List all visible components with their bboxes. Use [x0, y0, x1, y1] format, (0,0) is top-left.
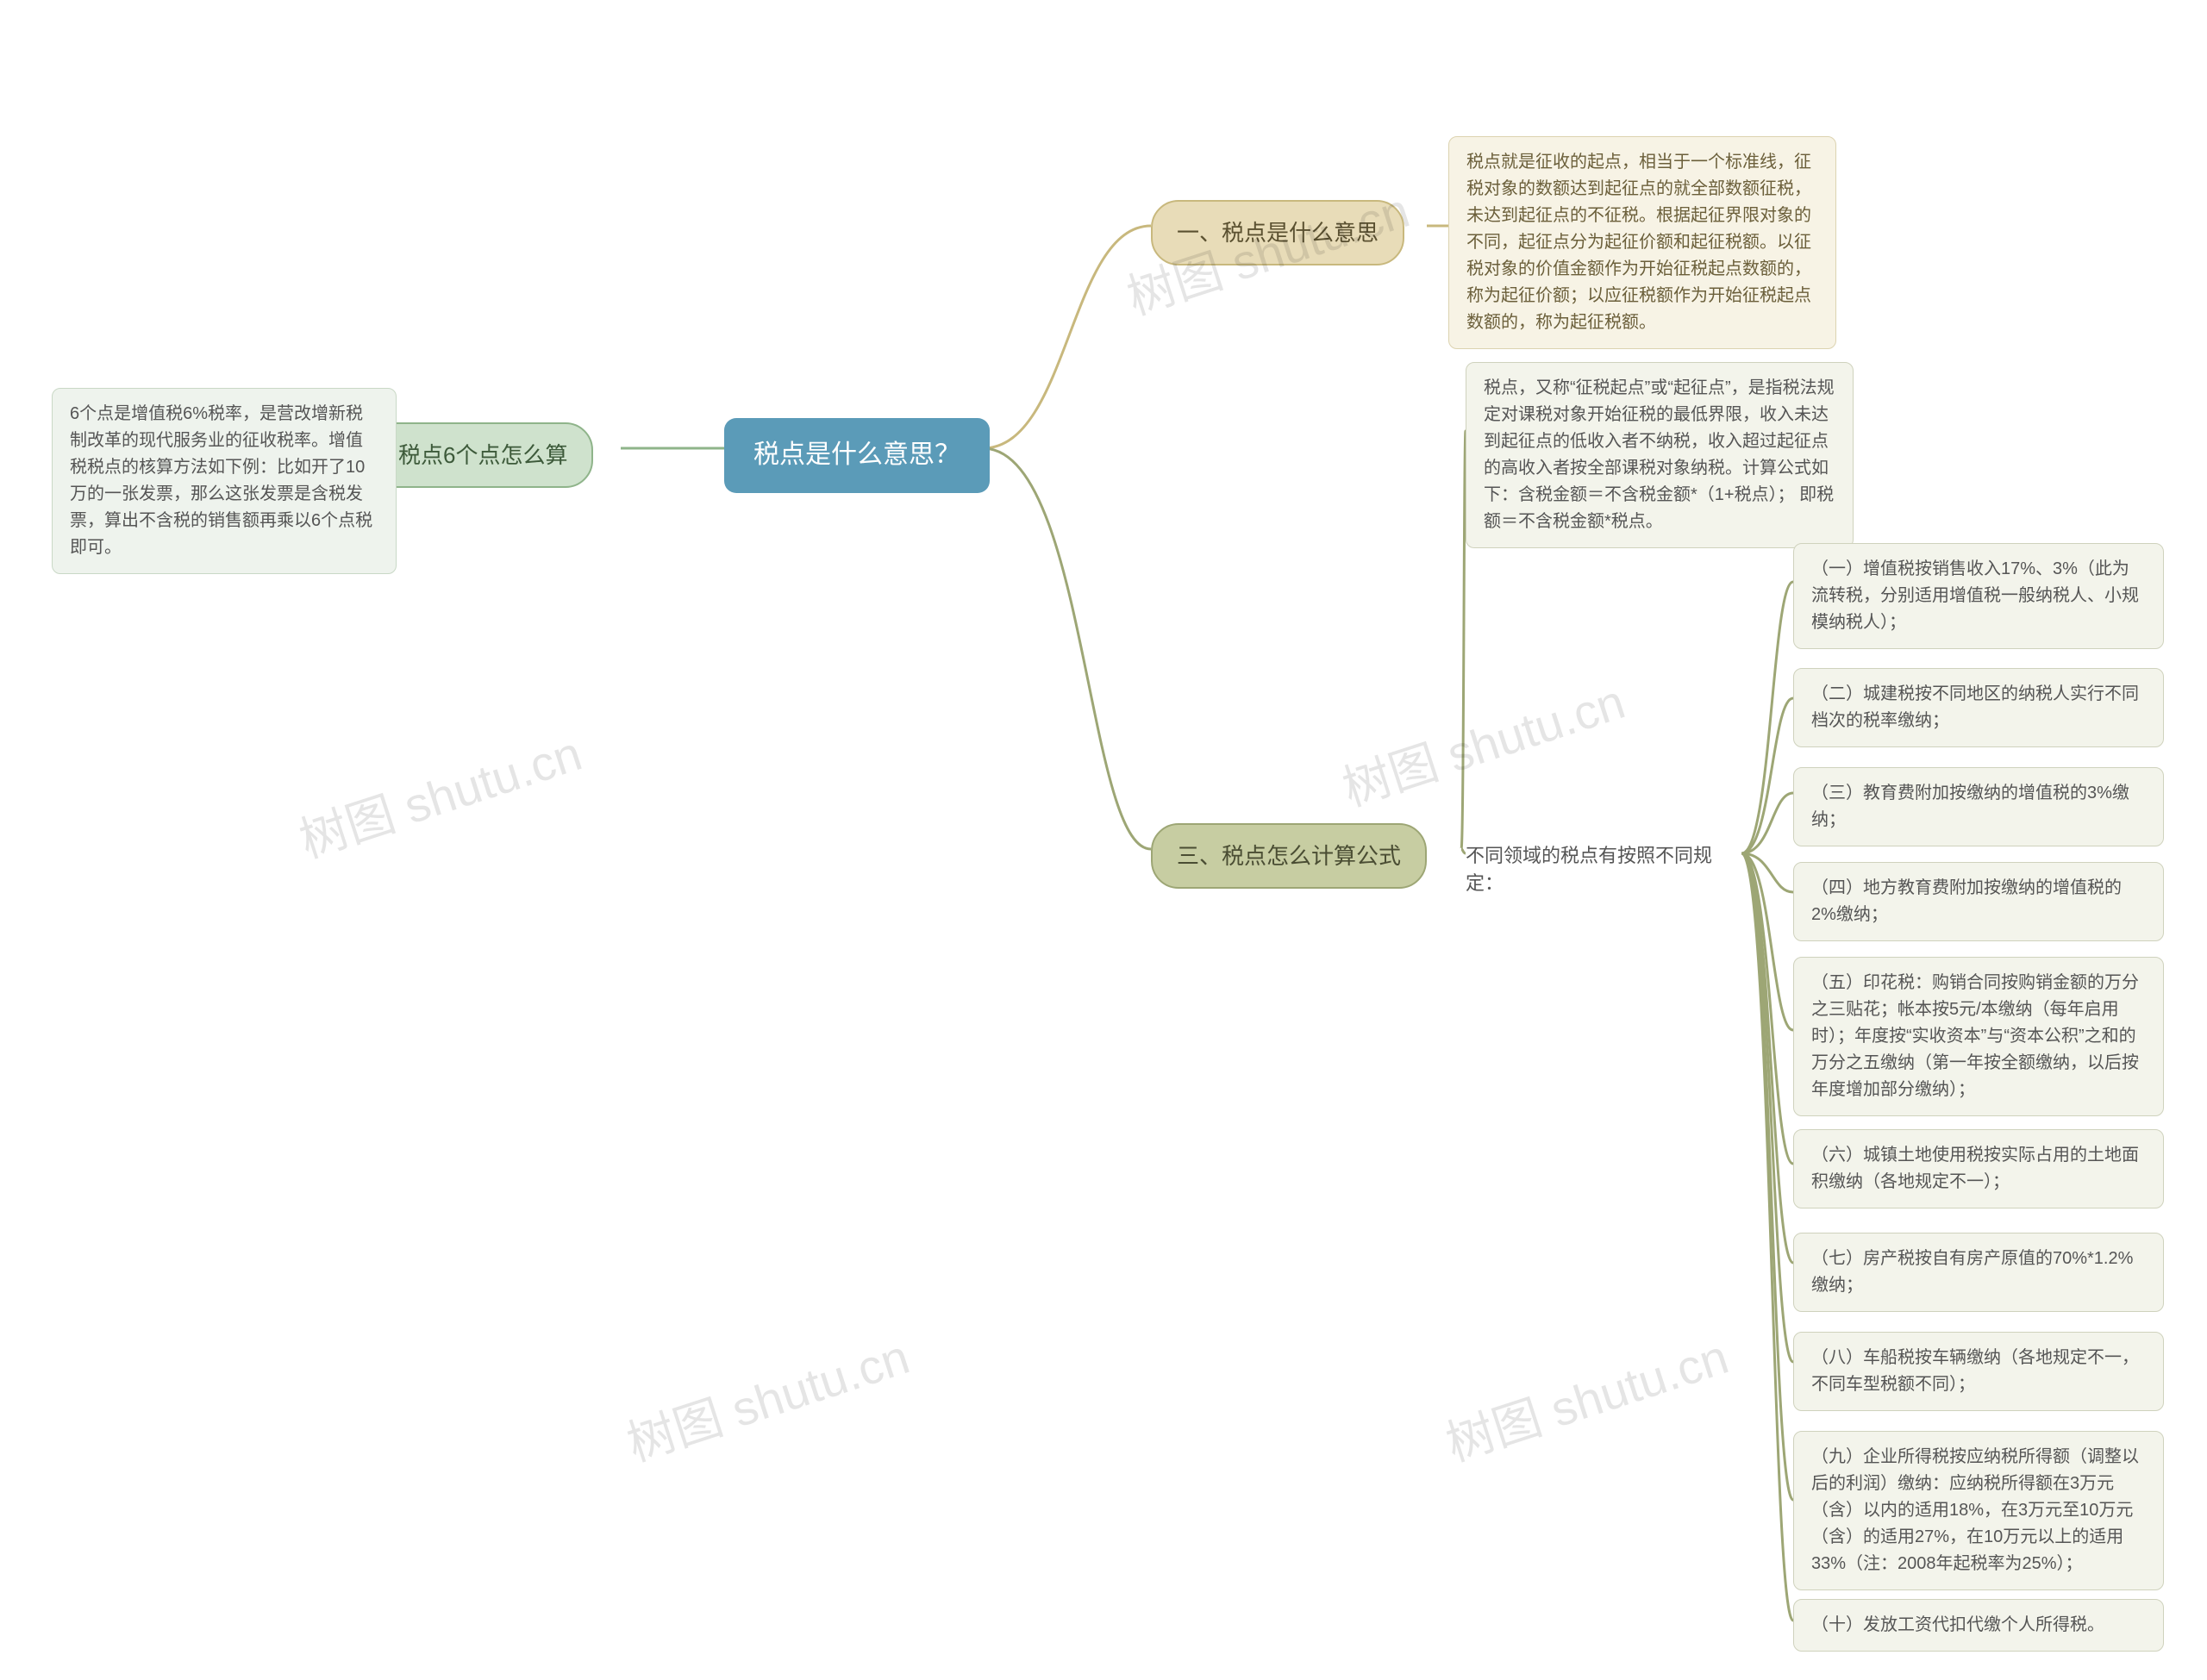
- branch-node-3[interactable]: 三、税点怎么计算公式: [1151, 823, 1427, 889]
- edge-b3label-b3l7: [1741, 853, 1793, 1263]
- edge-b3label-b3l1: [1741, 582, 1793, 853]
- leaf-b3-4: （四）地方教育费附加按缴纳的增值税的2%缴纳；: [1793, 862, 2164, 941]
- watermark: 树图 shutu.cn: [1333, 664, 1633, 821]
- edge-b3label-b3l10: [1741, 853, 1793, 1621]
- leaf-b3-9: （九）企业所得税按应纳税所得额（调整以后的利润）缴纳：应纳税所得额在3万元（含）…: [1793, 1431, 2164, 1590]
- leaf-b3-10: （十）发放工资代扣代缴个人所得税。: [1793, 1599, 2164, 1652]
- root-node[interactable]: 税点是什么意思？: [724, 418, 990, 493]
- watermark: 树图 shutu.cn: [1436, 1319, 1736, 1476]
- leaf-b3-7: （七）房产税按自有房产原值的70%*1.2%缴纳；: [1793, 1233, 2164, 1312]
- leaf-b3-intro: 税点，又称“征税起点”或“起征点”，是指税法规定对课税对象开始征税的最低界限，收…: [1466, 362, 1854, 548]
- edge-root-b1: [983, 226, 1151, 448]
- edge-b3label-b3l3: [1741, 793, 1793, 853]
- leaf-b3-1: （一）增值税按销售收入17%、3%（此为流转税，分别适用增值税一般纳税人、小规模…: [1793, 543, 2164, 649]
- edge-b3label-b3l6: [1741, 853, 1793, 1164]
- leaf-b3-subheading: 不同领域的税点有按照不同规定：: [1466, 840, 1741, 896]
- leaf-b3-2: （二）城建税按不同地区的纳税人实行不同档次的税率缴纳；: [1793, 668, 2164, 747]
- edge-b3label-b3l2: [1741, 698, 1793, 853]
- leaf-b2-1: 6个点是增值税6%税率，是营改增新税制改革的现代服务业的征收税率。增值税税点的核…: [52, 388, 397, 574]
- watermark: 树图 shutu.cn: [290, 715, 590, 872]
- leaf-b3-5: （五）印花税：购销合同按购销金额的万分之三贴花；帐本按5元/本缴纳（每年启用时）…: [1793, 957, 2164, 1116]
- edge-root-b3: [983, 448, 1151, 849]
- leaf-b3-3: （三）教育费附加按缴纳的增值税的3%缴纳；: [1793, 767, 2164, 846]
- edge-b3label-b3l9: [1741, 853, 1793, 1500]
- branch-node-1[interactable]: 一、税点是什么意思: [1151, 200, 1404, 265]
- edge-b3label-b3l5: [1741, 853, 1793, 1030]
- leaf-b3-6: （六）城镇土地使用税按实际占用的土地面积缴纳（各地规定不一）；: [1793, 1129, 2164, 1208]
- edge-b3label-b3l4: [1741, 853, 1793, 892]
- watermark: 树图 shutu.cn: [617, 1319, 917, 1476]
- edge-b3label-b3l8: [1741, 853, 1793, 1362]
- leaf-b1-1: 税点就是征收的起点，相当于一个标准线，征税对象的数额达到起征点的就全部数额征税，…: [1448, 136, 1836, 349]
- leaf-b3-8: （八）车船税按车辆缴纳（各地规定不一，不同车型税额不同）；: [1793, 1332, 2164, 1411]
